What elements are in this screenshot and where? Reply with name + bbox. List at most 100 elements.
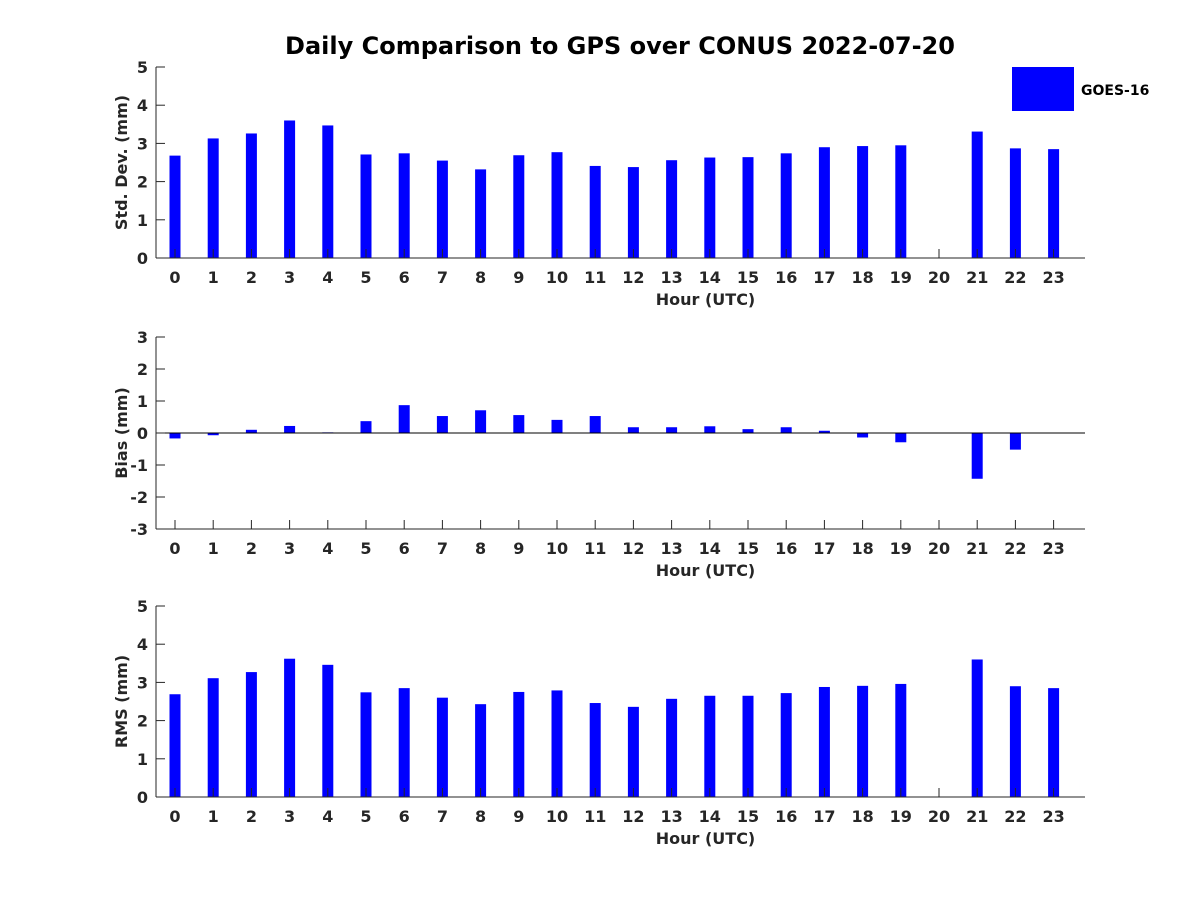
x-tick-label: 6 xyxy=(399,268,410,287)
bar xyxy=(742,429,754,433)
x-tick-label: 9 xyxy=(513,807,524,826)
bar xyxy=(360,154,372,258)
bar xyxy=(780,427,792,433)
x-tick-label: 20 xyxy=(928,539,950,558)
bar xyxy=(322,664,334,797)
bar xyxy=(857,685,869,797)
bar xyxy=(398,688,410,797)
x-tick-label: 23 xyxy=(1042,539,1064,558)
bar xyxy=(475,704,487,797)
x-tick-label: 5 xyxy=(360,539,371,558)
bar xyxy=(513,415,525,433)
x-tick-label: 8 xyxy=(475,268,486,287)
x-tick-label: 17 xyxy=(813,807,835,826)
bar xyxy=(627,706,639,797)
x-tick-label: 21 xyxy=(966,539,988,558)
x-tick-label: 16 xyxy=(775,807,797,826)
bar xyxy=(818,147,830,258)
x-tick-label: 19 xyxy=(890,268,912,287)
x-tick-label: 0 xyxy=(169,539,180,558)
y-tick-label: -1 xyxy=(130,456,148,475)
x-tick-label: 18 xyxy=(851,807,873,826)
x-tick-label: 12 xyxy=(622,539,644,558)
y-tick-label: -3 xyxy=(130,520,148,539)
bar xyxy=(895,145,907,258)
x-tick-label: 8 xyxy=(475,807,486,826)
bar xyxy=(169,155,181,258)
bar xyxy=(398,153,410,258)
x-tick-label: 23 xyxy=(1042,807,1064,826)
bar xyxy=(475,410,487,433)
x-tick-label: 3 xyxy=(284,807,295,826)
bar xyxy=(398,405,410,433)
y-tick-label: 0 xyxy=(137,788,148,807)
x-tick-label: 16 xyxy=(775,268,797,287)
y-tick-label: 0 xyxy=(137,424,148,443)
bar xyxy=(513,155,525,258)
bar xyxy=(780,153,792,258)
y-axis-label: Std. Dev. (mm) xyxy=(112,95,131,230)
x-tick-label: 17 xyxy=(813,539,835,558)
x-tick-label: 13 xyxy=(660,807,682,826)
y-tick-label: 4 xyxy=(137,635,148,654)
bar xyxy=(245,429,257,433)
y-axis-label: RMS (mm) xyxy=(112,655,131,748)
x-tick-label: 11 xyxy=(584,539,606,558)
bar xyxy=(322,125,334,258)
x-tick-label: 10 xyxy=(546,539,568,558)
bar xyxy=(475,169,487,258)
bar xyxy=(284,425,296,433)
x-tick-label: 21 xyxy=(966,268,988,287)
x-tick-label: 15 xyxy=(737,539,759,558)
x-tick-label: 1 xyxy=(208,539,219,558)
bar xyxy=(895,433,907,443)
bar xyxy=(704,157,716,258)
bar xyxy=(857,433,869,438)
y-tick-label: 4 xyxy=(137,96,148,115)
bar xyxy=(1048,149,1060,258)
x-tick-label: 2 xyxy=(246,539,257,558)
bar xyxy=(818,430,830,433)
x-tick-label: 9 xyxy=(513,539,524,558)
y-tick-label: 5 xyxy=(137,58,148,77)
x-tick-label: 15 xyxy=(737,807,759,826)
x-tick-label: 10 xyxy=(546,807,568,826)
x-tick-label: 7 xyxy=(437,268,448,287)
x-tick-label: 14 xyxy=(699,807,721,826)
x-tick-label: 2 xyxy=(246,268,257,287)
x-tick-label: 12 xyxy=(622,268,644,287)
bar xyxy=(169,433,181,439)
bar xyxy=(971,659,983,797)
legend-label: GOES-16 xyxy=(1081,83,1149,99)
x-tick-label: 18 xyxy=(851,268,873,287)
x-tick-label: 0 xyxy=(169,268,180,287)
x-tick-label: 11 xyxy=(584,268,606,287)
x-tick-label: 23 xyxy=(1042,268,1064,287)
bar xyxy=(589,416,601,433)
bar xyxy=(245,133,257,258)
bar xyxy=(589,165,601,258)
x-tick-label: 22 xyxy=(1004,539,1026,558)
bar xyxy=(436,697,448,797)
y-tick-label: 2 xyxy=(137,173,148,192)
x-tick-label: 13 xyxy=(660,539,682,558)
x-tick-label: 3 xyxy=(284,268,295,287)
bar xyxy=(704,695,716,797)
x-tick-label: 9 xyxy=(513,268,524,287)
chart-title: Daily Comparison to GPS over CONUS 2022-… xyxy=(285,32,955,60)
bar xyxy=(436,160,448,258)
y-tick-label: 0 xyxy=(137,249,148,268)
x-axis-label: Hour (UTC) xyxy=(656,829,756,848)
bar xyxy=(207,678,219,797)
x-tick-label: 4 xyxy=(322,268,333,287)
x-tick-label: 17 xyxy=(813,268,835,287)
bar xyxy=(971,433,983,479)
bar xyxy=(1048,688,1060,797)
bar xyxy=(666,160,678,258)
legend: GOES-16 xyxy=(1012,67,1149,111)
x-tick-label: 14 xyxy=(699,539,721,558)
x-tick-label: 20 xyxy=(928,268,950,287)
x-tick-label: 1 xyxy=(208,807,219,826)
